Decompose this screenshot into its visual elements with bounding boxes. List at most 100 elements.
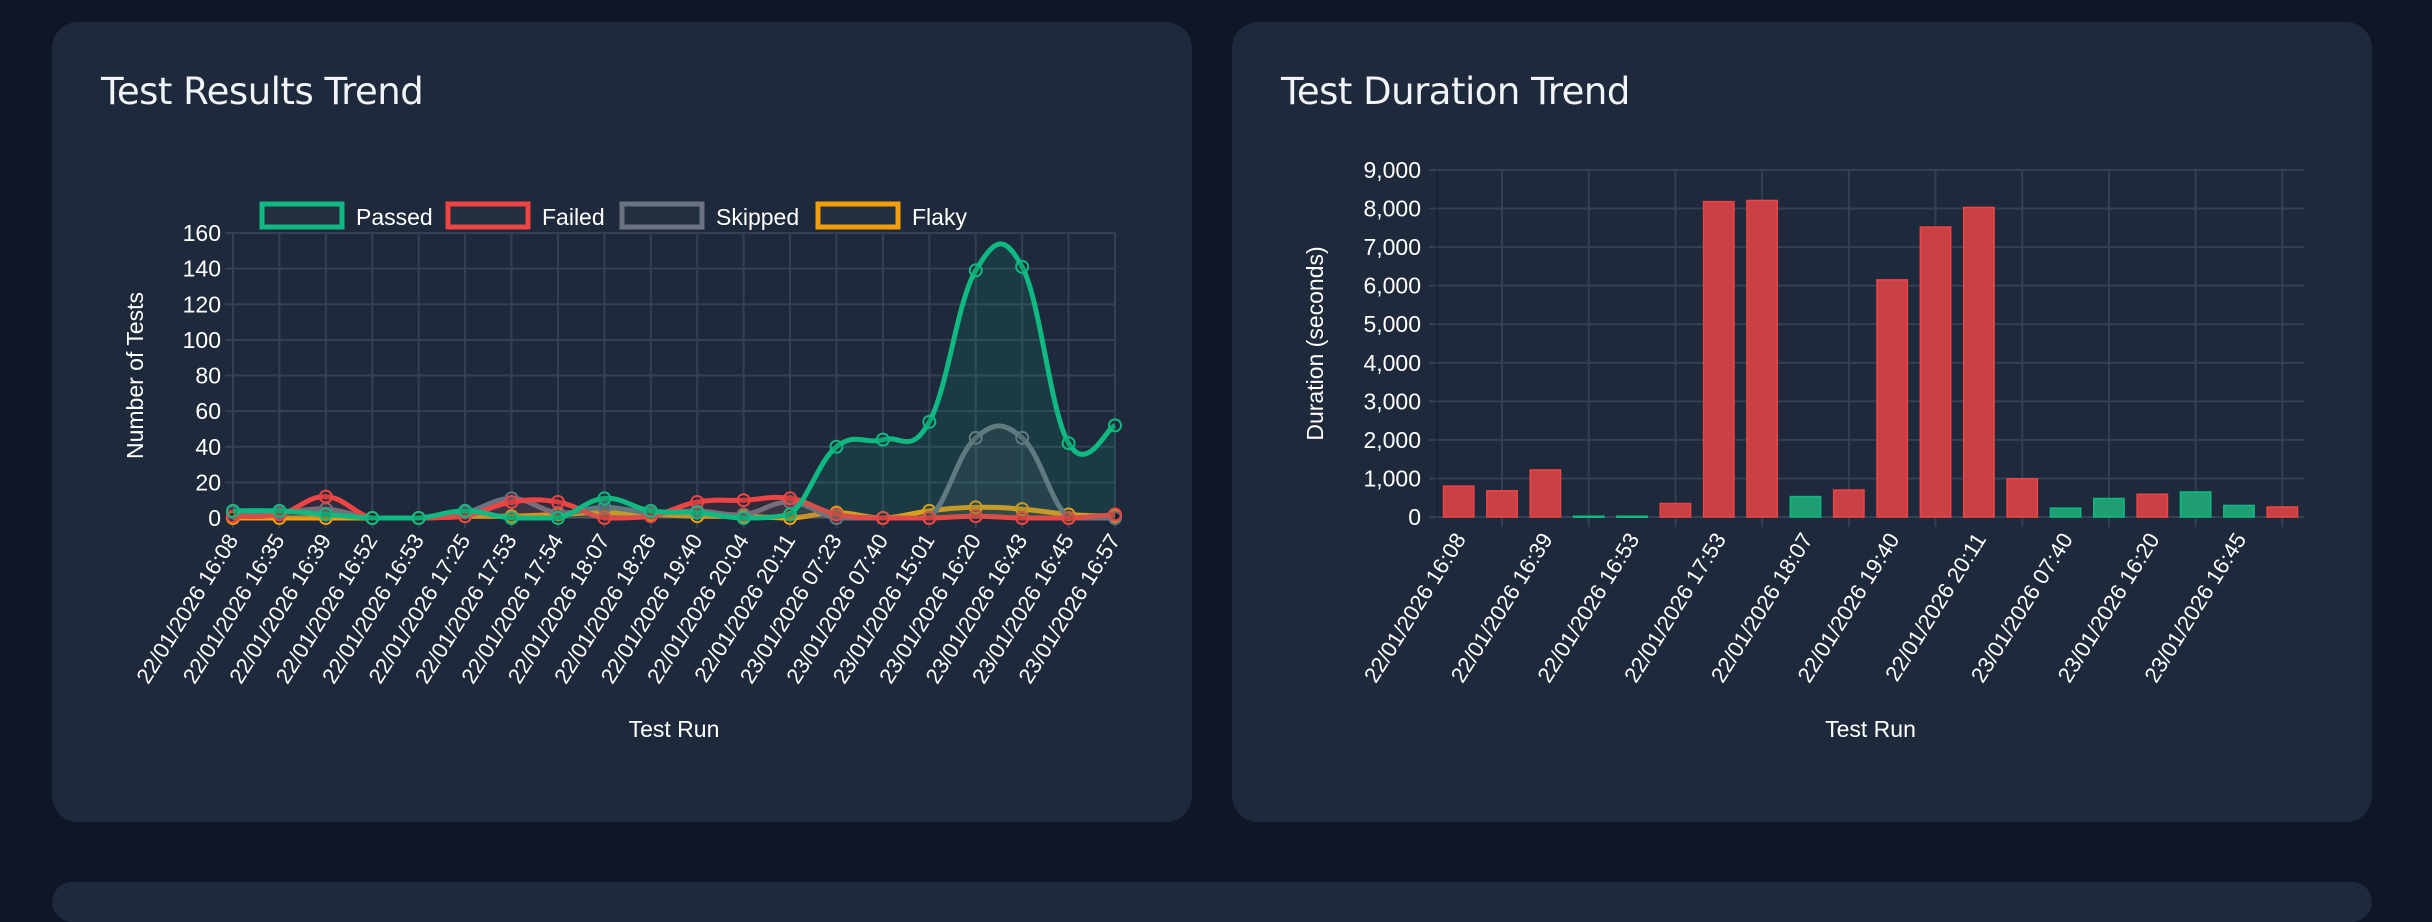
- passed-point: [1108, 418, 1122, 433]
- skipped-point: [968, 430, 983, 445]
- card-title: Test Duration Trend: [1281, 70, 1630, 113]
- y-tick-label: 4,000: [1363, 350, 1421, 376]
- passed-point: [318, 507, 333, 522]
- failed-point: [875, 511, 890, 525]
- legend-swatch: [259, 201, 345, 230]
- failed-point: [690, 494, 705, 509]
- passed-point: [968, 263, 983, 278]
- y-axis-title: Duration (seconds): [1302, 246, 1328, 440]
- passed-point: [783, 507, 798, 522]
- y-tick-label: 8,000: [1363, 196, 1421, 222]
- y-tick-label: 3,000: [1363, 388, 1421, 414]
- x-axis-title: Test Run: [1825, 716, 1916, 742]
- legend-item-flaky[interactable]: Flaky: [815, 201, 967, 230]
- failed-point: [829, 507, 844, 522]
- bar-failed: [1746, 199, 1779, 518]
- failed-point: [597, 511, 612, 525]
- y-tick-label: 0: [1408, 504, 1421, 530]
- test-duration-bar-chart: 0 1,000 2,000 3,000 4,000 5,000 6,000 7,000 8,00…: [1302, 157, 2304, 742]
- skipped-point: [1015, 430, 1030, 445]
- passed-point: [643, 503, 658, 518]
- passed-point: [922, 414, 937, 429]
- passed-point: [736, 511, 751, 525]
- failed-point: [968, 509, 983, 524]
- bar-failed: [1529, 469, 1562, 518]
- y-tick-label: 100: [183, 327, 221, 353]
- passed-point: [597, 491, 612, 506]
- passed-point: [365, 511, 380, 525]
- bar-passed: [2093, 497, 2125, 518]
- y-tick-label: 120: [183, 291, 221, 317]
- bar-passed: [2179, 491, 2212, 518]
- passed-point: [875, 432, 890, 447]
- failed-point: [736, 493, 751, 508]
- legend-label: Skipped: [716, 204, 799, 230]
- test-results-trend-card: Test Results Trend 0 20 40 60 80 100 120 140 160…: [52, 22, 1192, 822]
- legend-label: Flaky: [912, 204, 967, 230]
- test-duration-trend-card: Test Duration Trend 0 1,000 2,000 3,000 4,00…: [1232, 22, 2372, 822]
- passed-point: [458, 503, 473, 518]
- y-tick-label: 80: [195, 363, 221, 389]
- passed-point: [1015, 259, 1030, 274]
- passed-line: [232, 241, 1117, 521]
- bar-passed: [1616, 515, 1648, 518]
- legend-item-failed[interactable]: Failed: [445, 201, 605, 230]
- passed-point: [829, 439, 844, 454]
- legend-swatch: [445, 201, 531, 230]
- card-title: Test Results Trend: [101, 70, 424, 113]
- next-card: [52, 882, 2372, 922]
- passed-area: [233, 243, 1115, 518]
- passed-point: [690, 505, 705, 520]
- bar-failed: [1832, 489, 1865, 518]
- y-tick-label: 160: [183, 220, 221, 246]
- failed-point: [504, 494, 519, 509]
- passed-point: [226, 503, 240, 518]
- bar-passed: [2223, 504, 2255, 518]
- passed-point: [1061, 436, 1076, 451]
- bar-failed: [1486, 490, 1518, 518]
- passed-point: [411, 511, 426, 525]
- skipped-area: [233, 425, 1115, 518]
- y-axis-title: Number of Tests: [122, 292, 148, 459]
- bar-passed: [2049, 507, 2082, 518]
- bar-failed: [2266, 506, 2299, 518]
- y-tick-label: 6,000: [1363, 273, 1421, 299]
- y-tick-label: 9,000: [1363, 157, 1421, 183]
- y-tick-label: 1,000: [1363, 465, 1421, 491]
- y-tick-label: 0: [208, 505, 221, 531]
- bar-failed: [2136, 493, 2169, 518]
- legend-swatch: [815, 201, 901, 230]
- x-axis-title: Test Run: [629, 716, 720, 742]
- bar-failed: [1962, 206, 1995, 518]
- legend-item-skipped[interactable]: Skipped: [619, 201, 799, 230]
- failed-point: [783, 491, 798, 506]
- passed-point: [504, 511, 519, 525]
- y-tick-label: 40: [195, 434, 221, 460]
- failed-point: [550, 494, 565, 509]
- y-tick-label: 7,000: [1363, 234, 1421, 260]
- y-tick-label: 5,000: [1363, 311, 1421, 337]
- failed-point: [1061, 511, 1076, 525]
- legend-swatch: [619, 201, 705, 230]
- bar-passed: [1789, 495, 1822, 518]
- bar-failed: [1442, 485, 1475, 518]
- y-tick-label: 60: [195, 398, 221, 424]
- failed-point: [1015, 511, 1030, 525]
- legend-item-passed[interactable]: Passed: [259, 201, 433, 230]
- bar-passed: [1572, 515, 1605, 518]
- legend-label: Passed: [356, 204, 433, 230]
- bar-failed: [2006, 478, 2039, 518]
- failed-point: [922, 511, 937, 525]
- passed-point: [550, 511, 565, 525]
- bar-failed: [1876, 279, 1909, 518]
- failed-point: [1108, 507, 1122, 522]
- legend-label: Failed: [542, 204, 605, 230]
- y-tick-label: 140: [183, 256, 221, 282]
- passed-point: [272, 503, 287, 518]
- y-tick-label: 2,000: [1363, 427, 1421, 453]
- y-tick-label: 20: [195, 469, 221, 495]
- bar-failed: [1659, 502, 1692, 518]
- bar-failed: [1919, 226, 1952, 518]
- bar-failed: [1702, 200, 1735, 518]
